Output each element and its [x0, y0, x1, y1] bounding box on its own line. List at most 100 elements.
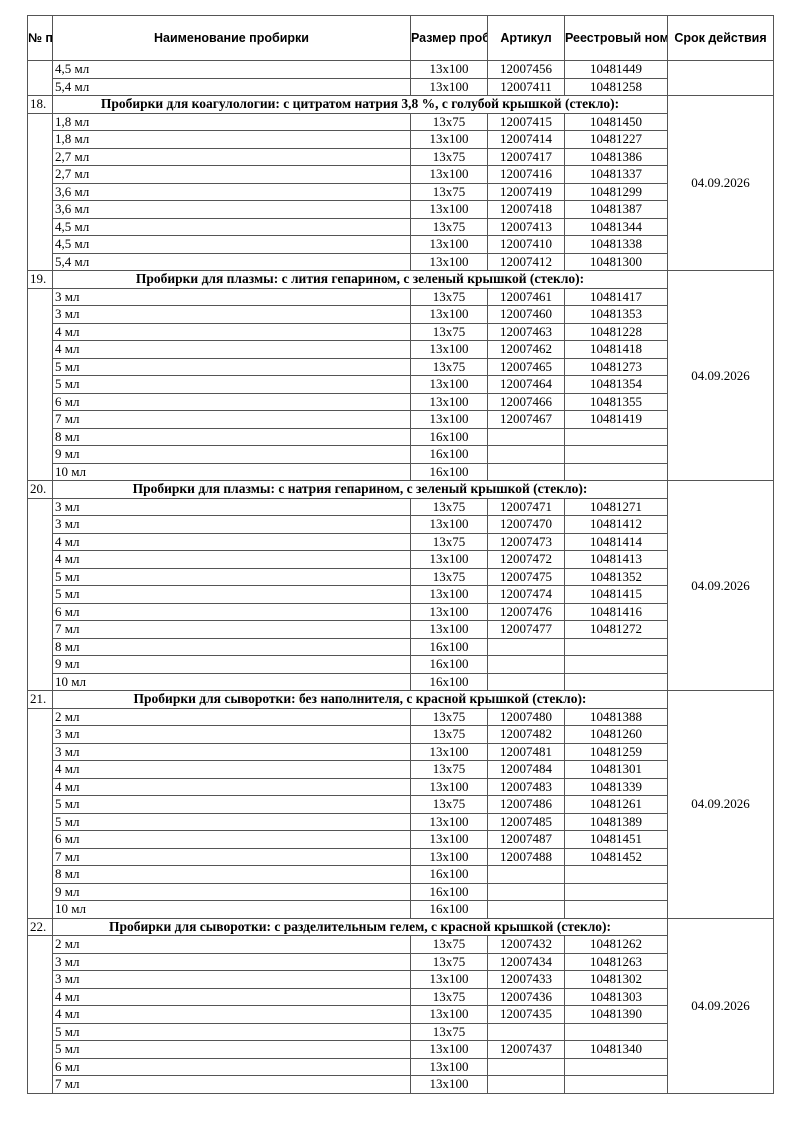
- table-row: 7 мл 13x100 12007477 10481272: [28, 620, 774, 639]
- size-cell: 13x100: [410, 375, 488, 394]
- size-cell: 16x100: [410, 655, 488, 674]
- table-row: 1,8 мл 13x75 12007415 10481450: [27, 112, 774, 271]
- registry-cell: [564, 427, 668, 446]
- header-article: Артикул: [487, 15, 565, 61]
- volume-cell: 4 мл: [52, 322, 411, 341]
- article-cell: [487, 445, 565, 464]
- volume-cell: 3 мл: [52, 305, 411, 324]
- registry-cell: 10481258: [564, 77, 668, 96]
- table-row: 4,5 мл 13x100 12007410 10481338: [28, 235, 774, 254]
- size-cell: 13x100: [410, 130, 488, 149]
- article-cell: 12007473: [487, 532, 565, 551]
- registry-cell: [564, 672, 668, 691]
- size-cell: 13x100: [410, 77, 488, 96]
- table-row: 6 мл 13x100 12007476 10481416: [28, 602, 774, 621]
- section-title-row: 21. Пробирки для сыворотки: без наполните…: [27, 690, 774, 919]
- volume-cell: 4,5 мл: [52, 217, 411, 236]
- header-registry: Реестровый номер: [564, 15, 668, 61]
- registry-cell: 10481263: [564, 952, 668, 971]
- product-table: № п/п Наименование пробирки Размер проби…: [27, 15, 774, 1094]
- table-row: 5 мл 13x75: [28, 1022, 774, 1041]
- registry-cell: 10481389: [564, 812, 668, 831]
- size-cell: 13x100: [410, 60, 488, 79]
- table-row: 5,4 мл 13x100 12007411 10481258: [28, 77, 774, 96]
- table-row: 4,5 мл 13x100 12007456 10481449: [27, 60, 774, 96]
- registry-cell: [564, 1022, 668, 1041]
- num-cell: [27, 60, 53, 96]
- article-cell: 12007486: [487, 795, 565, 814]
- article-cell: 12007412: [487, 252, 565, 271]
- table-row: 4 мл 13x75 12007473 10481414: [28, 532, 774, 551]
- table-row: 10 мл 16x100: [28, 900, 774, 919]
- volume-cell: 8 мл: [52, 427, 411, 446]
- section-title-row: 22. Пробирки для сыворотки: с разделитель…: [27, 917, 774, 1094]
- volume-cell: 5,4 мл: [52, 252, 411, 271]
- volume-cell: 4 мл: [52, 550, 411, 569]
- table-row: 3 мл 13x100 12007460 10481353: [28, 305, 774, 324]
- volume-cell: 7 мл: [52, 1075, 411, 1094]
- volume-cell: 10 мл: [52, 672, 411, 691]
- article-cell: 12007467: [487, 410, 565, 429]
- size-cell: 13x75: [410, 357, 488, 376]
- article-cell: 12007481: [487, 742, 565, 761]
- registry-cell: 10481338: [564, 235, 668, 254]
- size-cell: 16x100: [410, 865, 488, 884]
- registry-cell: 10481260: [564, 725, 668, 744]
- volume-cell: 4 мл: [52, 532, 411, 551]
- table-row: 5 мл 13x100 12007485 10481389: [28, 812, 774, 831]
- article-cell: [487, 1022, 565, 1041]
- table-row: 3 мл 13x100 12007433 10481302: [28, 970, 774, 989]
- volume-cell: 2 мл: [52, 707, 411, 726]
- article-cell: [487, 900, 565, 919]
- registry-cell: 10481303: [564, 987, 668, 1006]
- table-row: 9 мл 16x100: [28, 445, 774, 464]
- table-row: 5 мл 13x75 12007475 10481352: [28, 567, 774, 586]
- article-cell: 12007483: [487, 777, 565, 796]
- registry-cell: 10481353: [564, 305, 668, 324]
- table-row: 4 мл 13x100 12007435 10481390: [28, 1005, 774, 1024]
- size-cell: 13x100: [410, 410, 488, 429]
- volume-cell: 6 мл: [52, 1057, 411, 1076]
- size-cell: 13x75: [410, 182, 488, 201]
- table-row: 5 мл 13x100 12007464 10481354: [28, 375, 774, 394]
- article-cell: 12007484: [487, 760, 565, 779]
- article-cell: 12007416: [487, 165, 565, 184]
- volume-cell: 5 мл: [52, 357, 411, 376]
- article-cell: [487, 427, 565, 446]
- size-cell: 13x75: [410, 217, 488, 236]
- table-row: 8 мл 16x100: [28, 637, 774, 656]
- registry-cell: [564, 1057, 668, 1076]
- table-row: 3 мл 13x75 12007461 10481417: [27, 287, 774, 481]
- size-cell: 13x100: [410, 1075, 488, 1094]
- volume-cell: 8 мл: [52, 637, 411, 656]
- volume-cell: 7 мл: [52, 410, 411, 429]
- article-cell: 12007464: [487, 375, 565, 394]
- size-cell: 13x100: [410, 550, 488, 569]
- registry-cell: 10481450: [564, 112, 668, 131]
- size-cell: 13x100: [410, 165, 488, 184]
- registry-cell: 10481417: [564, 287, 668, 306]
- article-cell: 12007415: [487, 112, 565, 131]
- table-row: 6 мл 13x100 12007466 10481355: [28, 392, 774, 411]
- registry-cell: 10481387: [564, 200, 668, 219]
- table-row: 4,5 мл 13x75 12007413 10481344: [28, 217, 774, 236]
- registry-cell: 10481416: [564, 602, 668, 621]
- volume-cell: 1,8 мл: [52, 130, 411, 149]
- registry-cell: 10481228: [564, 322, 668, 341]
- article-cell: 12007465: [487, 357, 565, 376]
- article-cell: 12007466: [487, 392, 565, 411]
- article-cell: [487, 882, 565, 901]
- registry-cell: [564, 462, 668, 481]
- volume-cell: 5 мл: [52, 1022, 411, 1041]
- article-cell: 12007437: [487, 1040, 565, 1059]
- volume-cell: 3 мл: [52, 970, 411, 989]
- size-cell: 13x75: [410, 760, 488, 779]
- article-cell: 12007456: [487, 60, 565, 79]
- table-row: 5 мл 13x100 12007474 10481415: [28, 585, 774, 604]
- registry-cell: 10481344: [564, 217, 668, 236]
- size-cell: 13x75: [410, 287, 488, 306]
- volume-cell: 3 мл: [52, 515, 411, 534]
- volume-cell: 3 мл: [52, 725, 411, 744]
- volume-cell: 3,6 мл: [52, 182, 411, 201]
- size-cell: 13x75: [410, 322, 488, 341]
